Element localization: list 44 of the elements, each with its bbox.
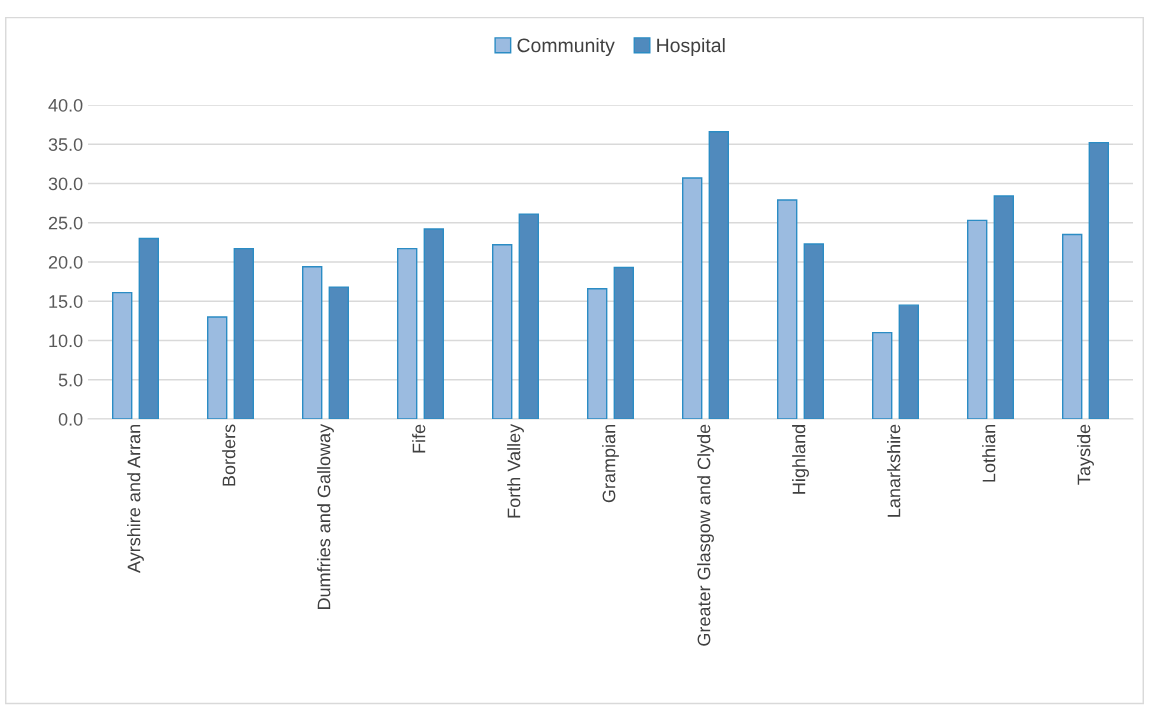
bar (302, 266, 323, 419)
bar (328, 286, 349, 419)
bar (587, 287, 608, 419)
x-tick-label: Greater Glasgow and Clyde (697, 424, 714, 646)
x-tick-label: Tayside (1077, 424, 1094, 485)
x-tick-label: Lothian (982, 425, 996, 482)
bar (682, 177, 703, 419)
y-tick-label: 20.0 (48, 255, 83, 269)
y-tick-label: 25.0 (48, 216, 83, 230)
y-tick-label: 10.0 (49, 334, 83, 348)
x-tick-label: Highland (792, 425, 809, 494)
x-tick-label: Grampian (602, 425, 619, 503)
bar (872, 331, 893, 419)
y-tick-label: 15.0 (49, 295, 83, 308)
x-tick-label: Lanarkshire (887, 424, 901, 517)
bar (423, 228, 444, 419)
bar (138, 237, 159, 419)
bar (1088, 141, 1109, 419)
bar (993, 195, 1014, 419)
bar (112, 291, 133, 419)
bar (492, 244, 513, 419)
bar (207, 316, 228, 419)
y-tick-label: 0.0 (58, 412, 83, 426)
bar (613, 266, 634, 419)
bar (1062, 233, 1083, 419)
bar (803, 243, 824, 419)
bar (967, 219, 988, 419)
legend-label: Community (517, 37, 615, 57)
y-tick-label: 35.0 (48, 138, 83, 151)
bar (898, 304, 919, 419)
bar (708, 130, 729, 419)
bar (777, 199, 798, 419)
bar (518, 213, 539, 419)
bar (233, 247, 254, 419)
x-tick-label: Forth Valley (507, 423, 524, 518)
x-tick-label: Fife (412, 424, 426, 453)
x-tick-label: Ayrshire and Arran (127, 425, 144, 574)
y-tick-label: 40.0 (48, 98, 83, 112)
legend-label: Hospital (657, 37, 725, 57)
bar (397, 247, 418, 419)
y-tick-label: 30.0 (48, 177, 83, 191)
x-tick-label: Dumfries and Galloway (317, 423, 334, 610)
y-tick-label: 5.0 (58, 373, 83, 387)
x-tick-label: Borders (222, 424, 236, 486)
